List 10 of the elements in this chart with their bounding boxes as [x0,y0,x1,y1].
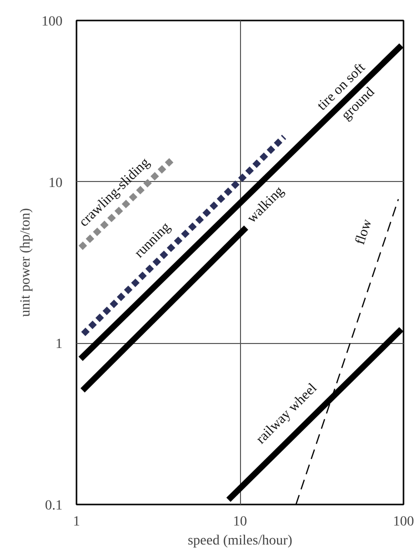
y-tick-label: 0.1 [45,498,62,514]
y-tick-label: 10 [48,176,62,191]
x-axis-title: speed (miles/hour) [188,534,293,548]
y-tick-label: 100 [42,14,62,30]
y-axis-title: unit power (hp/ton) [18,208,34,317]
x-tick-label: 10 [233,514,247,530]
x-tick-label: 100 [393,514,414,530]
x-tick-label: 1 [73,514,80,530]
text: flow [353,216,376,247]
y-tick-label: 1 [56,337,62,352]
